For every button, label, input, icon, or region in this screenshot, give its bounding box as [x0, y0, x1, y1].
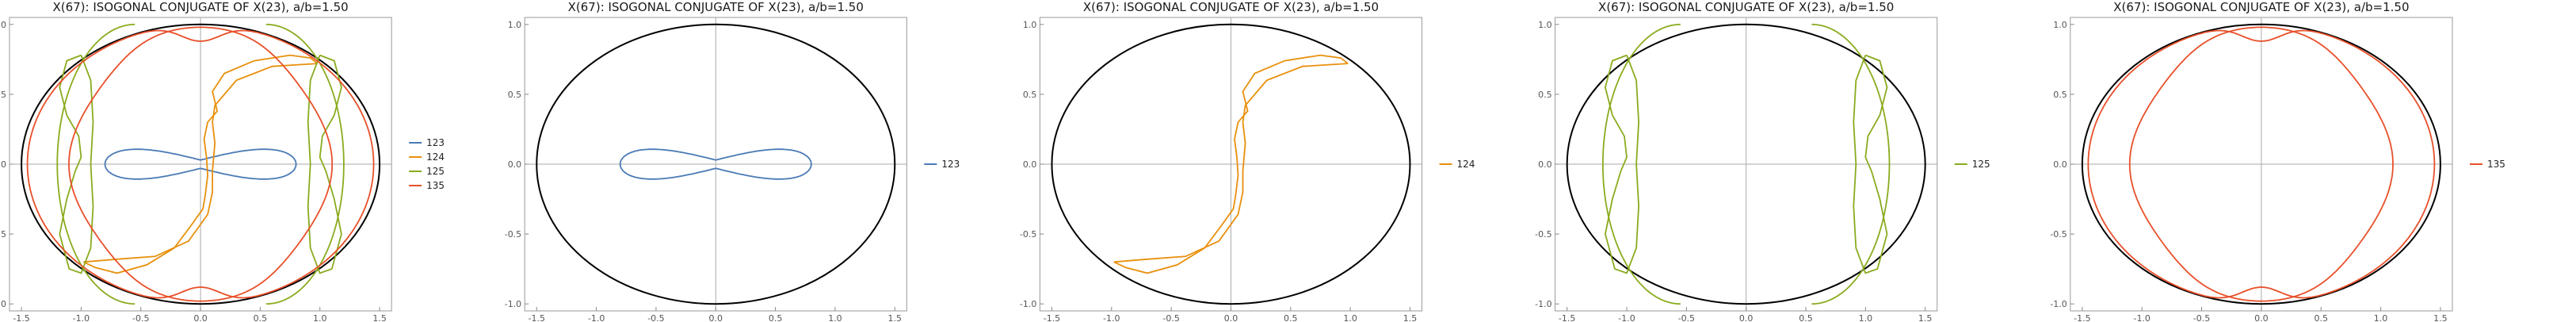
x-tick-label: -1.0 [588, 313, 605, 322]
y-tick-label: 0.5 [508, 90, 522, 100]
x-tick-label: 0.5 [1284, 313, 1298, 322]
y-tick-label: 1.0 [2053, 20, 2067, 30]
x-tick-label: 0.0 [2254, 313, 2269, 322]
y-tick-label: 0.0 [0, 159, 6, 170]
y-tick-label: 0.0 [1538, 159, 1552, 170]
x-tick-label: 1.0 [1859, 313, 1873, 322]
y-tick-label: 1.0 [1023, 20, 1037, 30]
reference-ellipse [1051, 23, 1411, 305]
series-line-123 [619, 148, 812, 180]
series-line-125 [56, 23, 135, 305]
series-line-123 [104, 148, 297, 180]
series-line-135 [2087, 29, 2436, 299]
x-tick-label: -0.5 [1162, 313, 1179, 322]
x-tick-label: 1.5 [1918, 313, 1933, 322]
chart-panel-4: X(67): ISOGONAL CONJUGATE OF X(23), a/b=… [1535, 0, 1990, 322]
x-tick-label: 0.0 [1739, 313, 1754, 322]
legend-entry: 135 [426, 180, 445, 191]
x-tick-label: 1.0 [313, 313, 327, 322]
y-tick-label: 0.5 [1023, 90, 1037, 100]
y-tick-label: -0.5 [1535, 229, 1551, 240]
x-tick-label: -1.5 [1559, 313, 1575, 322]
y-tick-label: -0.5 [2050, 229, 2067, 240]
series-line-124 [1113, 54, 1349, 274]
x-tick-label: 1.0 [828, 313, 842, 322]
y-tick-label: 1.0 [1538, 20, 1552, 30]
x-tick-label: 1.5 [1403, 313, 1418, 322]
y-tick-label: 0.5 [0, 90, 6, 100]
x-tick-label: 0.0 [709, 313, 723, 322]
legend-entry: 123 [426, 137, 445, 148]
x-tick-label: 1.5 [2433, 313, 2448, 322]
series-line-135 [2128, 26, 2394, 302]
series-line-125 [265, 23, 345, 305]
x-tick-label: -1.5 [2074, 313, 2090, 322]
chart-title: X(67): ISOGONAL CONJUGATE OF X(23), a/b=… [1083, 0, 1379, 14]
x-tick-label: 0.5 [1799, 313, 1813, 322]
legend-entry: 124 [426, 151, 445, 163]
y-tick-label: -0.5 [505, 229, 521, 240]
y-tick-label: -1.0 [1535, 299, 1551, 309]
legend-entry: 135 [2487, 159, 2505, 170]
reference-ellipse [2081, 23, 2441, 305]
series-line-135 [26, 29, 375, 299]
x-tick-label: -1.0 [73, 313, 90, 322]
y-tick-label: -1.0 [2050, 299, 2067, 309]
chart-title: X(67): ISOGONAL CONJUGATE OF X(23), a/b=… [52, 0, 348, 14]
x-tick-label: 1.0 [2374, 313, 2388, 322]
y-tick-label: 1.0 [508, 20, 522, 30]
series-line-135 [68, 26, 334, 302]
x-tick-label: -1.5 [1044, 313, 1060, 322]
x-tick-label: -1.0 [1103, 313, 1120, 322]
reference-ellipse [21, 23, 381, 305]
x-tick-label: -1.0 [1618, 313, 1635, 322]
x-tick-label: 1.5 [372, 313, 387, 322]
x-tick-label: -0.5 [1678, 313, 1695, 322]
legend-entry: 124 [1457, 159, 1475, 170]
x-tick-label: 0.5 [769, 313, 783, 322]
legend-entry: 123 [941, 159, 960, 170]
x-tick-label: 1.0 [1343, 313, 1357, 322]
x-tick-label: 0.5 [254, 313, 268, 322]
y-tick-label: 0.5 [1538, 90, 1552, 100]
x-tick-label: -0.5 [647, 313, 664, 322]
series-line-125 [1811, 23, 1891, 305]
legend-entry: 125 [426, 166, 445, 177]
series-line-124 [83, 63, 318, 263]
series-line-124 [83, 54, 319, 274]
chart-title: X(67): ISOGONAL CONJUGATE OF X(23), a/b=… [2113, 0, 2409, 14]
x-tick-label: 0.0 [1224, 313, 1238, 322]
chart-panel-2: X(67): ISOGONAL CONJUGATE OF X(23), a/b=… [505, 0, 960, 322]
x-tick-label: -1.5 [13, 313, 29, 322]
x-tick-label: -1.5 [529, 313, 545, 322]
y-tick-label: -1.0 [1020, 299, 1036, 309]
y-tick-label: 1.0 [0, 20, 6, 30]
x-tick-label: 0.5 [2314, 313, 2328, 322]
x-tick-label: 1.5 [888, 313, 903, 322]
series-line-124 [1113, 63, 1349, 263]
reference-ellipse [536, 23, 896, 305]
chart-title: X(67): ISOGONAL CONJUGATE OF X(23), a/b=… [568, 0, 864, 14]
chart-panel-5: X(67): ISOGONAL CONJUGATE OF X(23), a/b=… [2050, 0, 2505, 322]
series-line-125 [1602, 23, 1681, 305]
chart-title: X(67): ISOGONAL CONJUGATE OF X(23), a/b=… [1598, 0, 1894, 14]
chart-panel-1: X(67): ISOGONAL CONJUGATE OF X(23), a/b=… [0, 0, 445, 322]
reference-ellipse [1566, 23, 1926, 305]
y-tick-label: -1.0 [505, 299, 521, 309]
y-tick-label: -0.5 [1020, 229, 1036, 240]
y-tick-label: 0.0 [508, 159, 522, 170]
x-tick-label: 0.0 [193, 313, 208, 322]
x-tick-label: -1.0 [2133, 313, 2150, 322]
y-tick-label: -1.0 [0, 299, 6, 309]
legend-entry: 125 [1972, 159, 1990, 170]
y-tick-label: 0.0 [1023, 159, 1037, 170]
chart-panel-3: X(67): ISOGONAL CONJUGATE OF X(23), a/b=… [1020, 0, 1475, 322]
x-tick-label: -0.5 [132, 313, 149, 322]
x-tick-label: -0.5 [2193, 313, 2210, 322]
y-tick-label: 0.5 [2053, 90, 2067, 100]
y-tick-label: 0.0 [2053, 159, 2067, 170]
y-tick-label: -0.5 [0, 229, 6, 240]
